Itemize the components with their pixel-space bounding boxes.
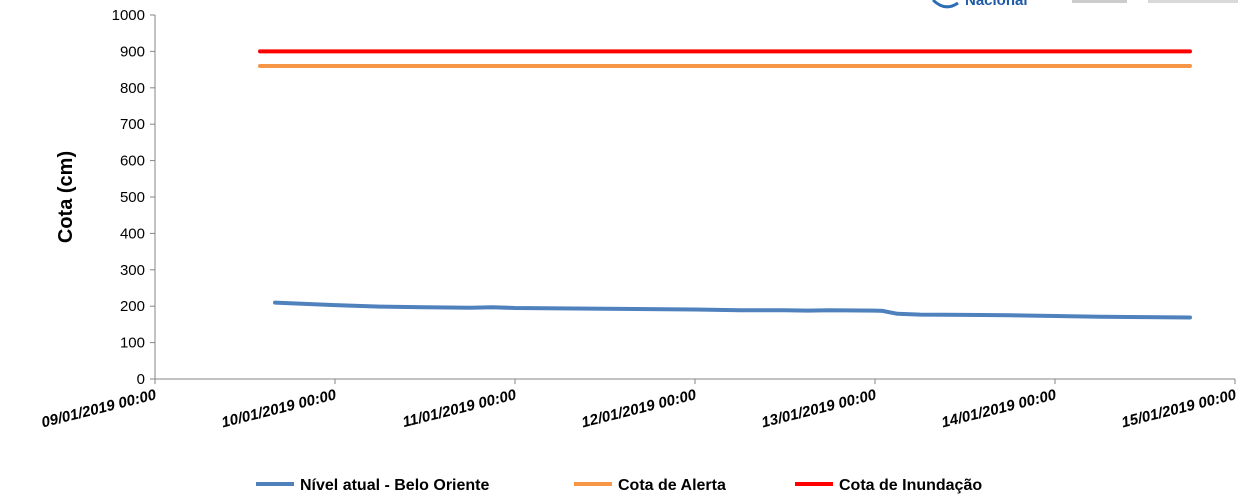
legend-label: Cota de Alerta [618, 477, 726, 494]
x-tick-label: 15/01/2019 00:00 [1120, 386, 1239, 431]
x-tick-label: 10/01/2019 00:00 [220, 386, 339, 431]
logo-text: Nacional [965, 0, 1028, 9]
logo: Nacional [931, 0, 1238, 9]
y-tick-label: 200 [120, 298, 145, 315]
legend-label: Nível atual - Belo Oriente [300, 477, 489, 494]
logo-partner-mark [1148, 0, 1238, 3]
logo-emblem [931, 0, 959, 9]
y-tick-label: 300 [120, 262, 145, 279]
series-line-0 [273, 300, 1192, 320]
y-tick-label: 100 [120, 335, 145, 352]
x-tick-label: 09/01/2019 00:00 [40, 386, 159, 431]
x-tick-labels: 09/01/2019 00:00 10/01/2019 00:00 11/01/20… [40, 379, 1239, 431]
logo-partner-mark [1072, 0, 1127, 3]
legend: Nível atual - Belo Oriente Cota de Alerta… [256, 477, 982, 494]
y-tick-label: 700 [120, 116, 145, 133]
x-tick-label: 13/01/2019 00:00 [760, 386, 879, 431]
y-tick-label: 800 [120, 80, 145, 97]
x-tick-label: 14/01/2019 00:00 [940, 386, 1059, 431]
y-tick-label: 400 [120, 225, 145, 242]
y-tick-label: 500 [120, 189, 145, 206]
y-tick-label: 1000 [112, 7, 145, 24]
y-tick-label: 600 [120, 153, 145, 170]
series-lines [258, 49, 1192, 320]
y-axis-label: Cota (cm) [55, 151, 77, 243]
y-tick-label: 0 [137, 371, 145, 388]
x-tick-label: 12/01/2019 00:00 [580, 386, 699, 431]
x-tick-label: 11/01/2019 00:00 [401, 386, 519, 431]
y-tick-labels: 0 100 200 300 400 500 600 700 800 900 1000 [112, 7, 155, 388]
legend-label: Cota de Inundação [839, 477, 982, 494]
axes [154, 15, 1235, 380]
y-tick-label: 900 [120, 43, 145, 60]
